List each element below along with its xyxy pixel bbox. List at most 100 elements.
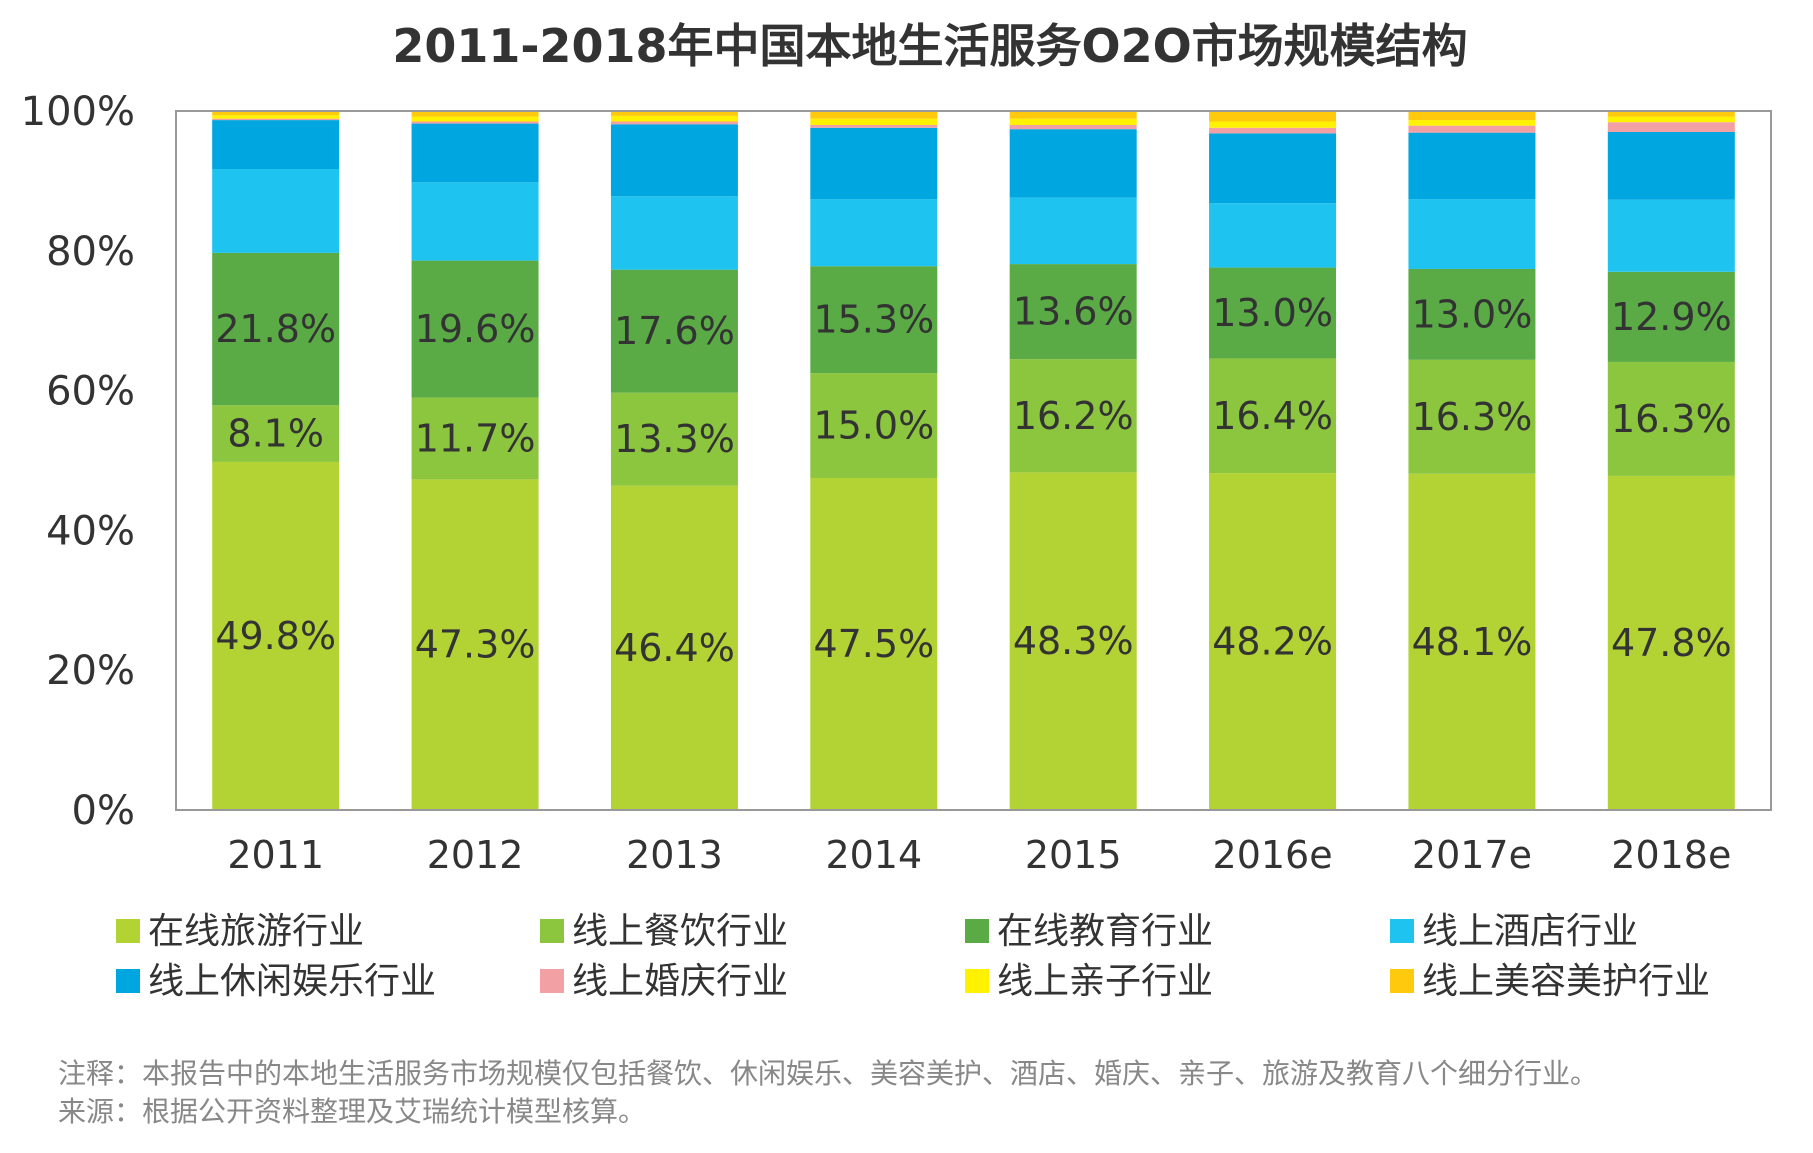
data-label-2015-s2: 13.6% [1013,290,1134,334]
plot-frame [175,110,1772,811]
data-label-2017e-s0: 48.1% [1412,620,1533,664]
x-tick-label-2015: 2015 [1025,833,1122,877]
data-label-2012-s0: 47.3% [415,623,536,667]
legend-swatch-s6 [965,969,989,993]
legend-item-s1: 线上餐饮行业 [540,911,788,952]
data-label-2012-s1: 11.7% [415,416,536,460]
bar-segment-2015-s3 [1009,197,1137,265]
bar-segment-2018e-s7 [1607,111,1735,117]
data-label-2011-s1: 8.1% [227,412,324,456]
bar-segment-2012-s0 [411,479,539,810]
y-tick-label-4: 80% [46,229,135,275]
bar-segment-2016e-s6 [1209,121,1337,128]
bar-segment-2017e-s5 [1408,125,1536,133]
x-tick-label-2017e: 2017e [1412,833,1532,877]
bar-segment-2013-s3 [610,196,738,270]
bar-segment-2017e-s6 [1408,120,1536,126]
legend-label-s6: 线上亲子行业 [997,961,1213,1002]
legend-item-s3: 线上酒店行业 [1390,911,1638,952]
bars-layer [212,111,1735,810]
y-tick-label-5: 100% [21,89,135,135]
bar-segment-2011-s1 [212,405,340,462]
data-label-2012-s2: 19.6% [415,307,536,351]
legend-swatch-s5 [540,969,564,993]
bar-segment-2014-s0 [810,477,938,810]
data-label-2014-s2: 15.3% [813,298,934,342]
bar-segment-2014-s3 [810,199,938,267]
bar-segment-2011-s7 [212,111,340,116]
bar-segment-2014-s4 [810,127,938,200]
data-label-2018e-s1: 16.3% [1611,397,1732,441]
bar-segment-2016e-s5 [1209,127,1337,134]
y-tick-label-0: 0% [72,788,135,834]
data-label-2016e-s2: 13.0% [1212,291,1333,335]
x-tick-label-2013: 2013 [626,833,723,877]
data-label-2016e-s1: 16.4% [1212,394,1333,438]
bar-segment-2018e-s3 [1607,199,1735,272]
chart-source: 来源：根据公开资料整理及艾瑞统计模型核算。 [58,1095,647,1128]
data-label-2016e-s0: 48.2% [1212,620,1333,664]
bar-segment-2015-s0 [1009,472,1137,810]
bar-segment-2018e-s4 [1607,131,1735,200]
data-label-2018e-s2: 12.9% [1611,295,1732,339]
legend-label-s7: 线上美容美护行业 [1422,961,1710,1002]
bar-segment-2018e-s0 [1607,475,1735,810]
bar-segment-2018e-s6 [1607,116,1735,123]
data-label-2015-s0: 48.3% [1013,619,1134,663]
chart-footnote: 注释：本报告中的本地生活服务市场规模仅包括餐饮、休闲娱乐、美容美护、酒店、婚庆、… [58,1057,1599,1090]
bar-segment-2016e-s2 [1209,267,1337,359]
bar-segment-2013-s0 [610,485,738,810]
data-label-2013-s0: 46.4% [614,626,735,670]
bar-segment-2017e-s1 [1408,359,1536,474]
bar-segment-2014-s7 [810,111,938,119]
bar-segment-2014-s2 [810,266,938,374]
legend-item-s7: 线上美容美护行业 [1390,961,1710,1002]
bar-segment-2015-s2 [1009,264,1137,360]
bar-segment-2013-s2 [610,269,738,393]
legend-label-s3: 线上酒店行业 [1422,911,1638,952]
x-tick-label-2011: 2011 [227,833,324,877]
data-label-2015-s1: 16.2% [1013,394,1134,438]
data-label-2013-s2: 17.6% [614,309,735,353]
bar-segment-2015-s1 [1009,359,1137,473]
bar-segment-2012-s6 [411,116,539,122]
data-label-2014-s1: 15.0% [813,404,934,448]
data-label-2011-s0: 49.8% [215,614,336,658]
legend-item-s2: 在线教育行业 [965,911,1213,952]
x-tick-label-2018e: 2018e [1611,833,1731,877]
bar-segment-2013-s1 [610,392,738,486]
bar-segment-2011-s5 [212,118,340,121]
bar-segment-2016e-s0 [1209,473,1337,810]
bar-segment-2011-s3 [212,169,340,253]
legend-swatch-s7 [1390,969,1414,993]
legend-label-s5: 线上婚庆行业 [572,961,788,1002]
bar-segment-2011-s6 [212,115,340,119]
legend-item-s6: 线上亲子行业 [965,961,1213,1002]
data-label-2014-s0: 47.5% [813,622,934,666]
y-tick-label-3: 60% [46,369,135,415]
bar-segment-2017e-s4 [1408,132,1536,200]
legend-label-s2: 在线教育行业 [997,911,1213,952]
chart-title: 2011-2018年中国本地生活服务O2O市场规模结构 [392,19,1467,73]
x-tick-label-2014: 2014 [825,833,922,877]
legend-item-s0: 在线旅游行业 [116,911,364,952]
bar-segment-2017e-s2 [1408,268,1536,360]
data-labels-layer: 49.8% 8.1% 21.8% 47.3% 11.7% 19.6% 46.4% 13.3% 1… [215,290,1731,670]
bar-segment-2014-s1 [810,373,938,478]
legend-label-s1: 线上餐饮行业 [572,911,788,952]
legend-label-s4: 线上休闲娱乐行业 [148,961,436,1002]
bar-segment-2016e-s1 [1209,358,1337,474]
legend-swatch-s4 [116,969,140,993]
bar-segment-2013-s6 [610,115,738,122]
legend-label-s0: 在线旅游行业 [148,911,364,952]
bar-segment-2012-s2 [411,260,539,398]
bar-segment-2015-s4 [1009,129,1137,198]
bar-segment-2013-s5 [610,121,738,125]
bar-segment-2012-s5 [411,121,539,124]
axes-layer: 2011 2012 2013 2014 2015 2016e 2017e 2018e 0% 20%… [21,89,1772,877]
bar-segment-2015-s6 [1009,118,1137,125]
bar-segment-2012-s7 [411,111,539,117]
bar-segment-2016e-s4 [1209,133,1337,204]
